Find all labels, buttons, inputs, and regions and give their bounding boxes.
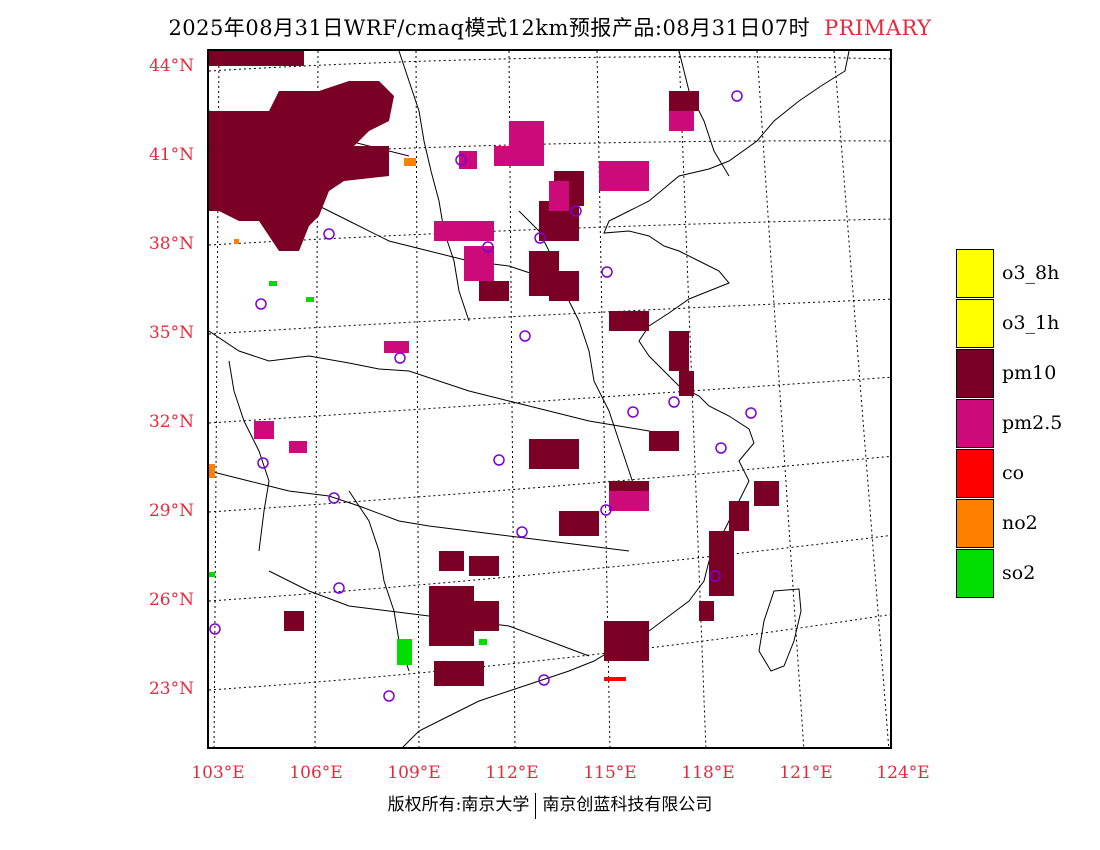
legend-item-pm25: pm2.5	[956, 399, 1096, 449]
copyright-company: 南京创蓝科技有限公司	[542, 795, 713, 815]
legend-label-pm10: pm10	[1002, 362, 1057, 384]
footer-separator	[535, 792, 537, 819]
pm10-cells	[209, 51, 779, 686]
lat-label-26n: 26°N	[148, 590, 194, 610]
lat-label-44n: 44°N	[148, 56, 194, 76]
no2-cells	[209, 158, 416, 478]
lat-label-38n: 38°N	[148, 234, 194, 254]
lon-label-103e: 103°E	[191, 763, 245, 783]
forecast-map	[207, 49, 892, 749]
copyright-owner: 版权所有:南京大学	[387, 795, 530, 815]
legend-item-o3-1h: o3_1h	[956, 299, 1096, 349]
legend-swatch-o3-8h	[956, 249, 994, 298]
lat-label-32n: 32°N	[148, 412, 194, 432]
lat-label-29n: 29°N	[148, 501, 194, 521]
legend-label-co: co	[1002, 462, 1025, 484]
pollutant-legend: o3_8h o3_1h pm10 pm2.5 co no2 so2	[956, 249, 1096, 599]
legend-swatch-pm10	[956, 349, 994, 398]
lon-label-121e: 121°E	[779, 763, 833, 783]
lat-label-41n: 41°N	[148, 145, 194, 165]
lat-label-23n: 23°N	[148, 679, 194, 699]
title-text: 2025年08月31日WRF/cmaq模式12km预报产品:08月31日07时	[168, 16, 811, 40]
so2-cells	[209, 281, 487, 665]
legend-label-no2: no2	[1002, 512, 1038, 534]
map-title: 2025年08月31日WRF/cmaq模式12km预报产品:08月31日07时 P…	[0, 12, 1100, 42]
legend-swatch-co	[956, 449, 994, 498]
legend-label-pm25: pm2.5	[1002, 412, 1063, 434]
lon-label-118e: 118°E	[681, 763, 735, 783]
legend-item-so2: so2	[956, 549, 1096, 599]
legend-swatch-pm25	[956, 399, 994, 448]
legend-item-co: co	[956, 449, 1096, 499]
map-canvas	[209, 51, 890, 747]
lon-label-106e: 106°E	[289, 763, 343, 783]
legend-item-pm10: pm10	[956, 349, 1096, 399]
legend-label-o3-8h: o3_8h	[1002, 262, 1060, 284]
legend-swatch-so2	[956, 549, 994, 598]
legend-swatch-no2	[956, 499, 994, 548]
legend-item-o3-8h: o3_8h	[956, 249, 1096, 299]
station-markers	[209, 90, 757, 702]
legend-label-o3-1h: o3_1h	[1002, 312, 1060, 334]
lon-label-109e: 109°E	[387, 763, 441, 783]
pm25-cells	[254, 111, 694, 511]
co-cells	[604, 677, 626, 681]
legend-label-so2: so2	[1002, 562, 1036, 584]
lon-label-115e: 115°E	[583, 763, 637, 783]
lon-label-124e: 124°E	[876, 763, 930, 783]
title-primary-tag: PRIMARY	[824, 16, 932, 40]
legend-item-no2: no2	[956, 499, 1096, 549]
lon-label-112e: 112°E	[485, 763, 539, 783]
legend-swatch-o3-1h	[956, 299, 994, 348]
copyright-footer: 版权所有:南京大学 南京创蓝科技有限公司	[0, 790, 1100, 819]
lat-label-35n: 35°N	[148, 323, 194, 343]
